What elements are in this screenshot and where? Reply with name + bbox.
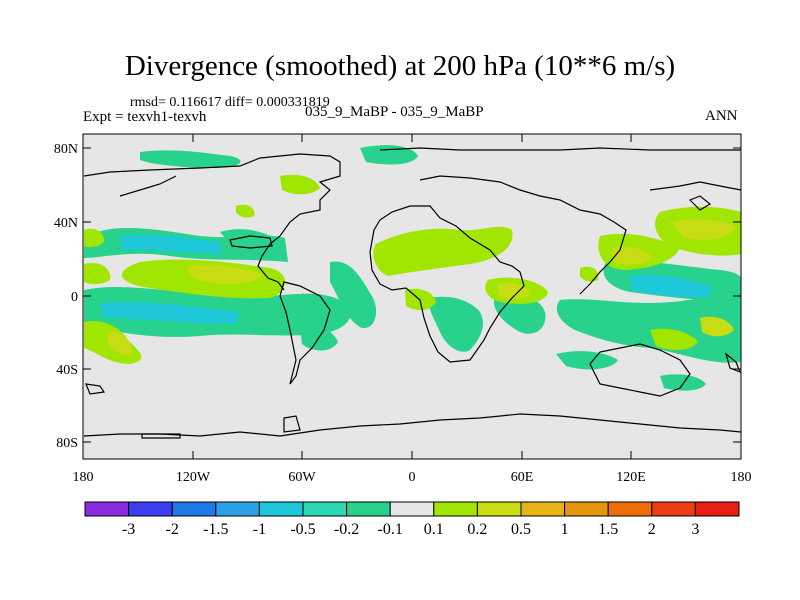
colorbar-label: -0.5 — [290, 521, 315, 538]
lon-label: 180 — [73, 470, 94, 485]
contour-region — [630, 274, 712, 298]
contour-region — [236, 204, 255, 218]
coastline — [83, 153, 341, 291]
lon-label: 120E — [616, 470, 646, 485]
coastline — [379, 147, 741, 151]
coastline — [419, 175, 627, 295]
contour-region — [84, 228, 105, 248]
colorbar — [84, 501, 740, 517]
colorbar-label: -0.2 — [334, 521, 359, 538]
colorbar-label: -1 — [253, 521, 266, 538]
season-label: ANN — [705, 108, 738, 124]
colorbar-label: 0.1 — [424, 521, 444, 538]
lon-label: 60E — [511, 470, 534, 485]
axis-ticks — [83, 134, 741, 459]
colorbar-swatch — [651, 501, 696, 517]
contour-region — [498, 282, 530, 299]
contour-region — [672, 219, 736, 240]
lon-label: 60W — [288, 470, 316, 485]
coastline — [369, 205, 525, 363]
coastline — [649, 181, 741, 191]
coastline — [279, 281, 331, 385]
colorbar-swatch — [564, 501, 609, 517]
colorbar-label: 3 — [691, 521, 699, 538]
contour-region — [140, 150, 241, 168]
contour-region — [650, 328, 698, 351]
colorbar-swatch — [302, 501, 348, 517]
colorbar-label: 0.5 — [511, 521, 531, 538]
contour-region — [120, 234, 222, 254]
contour-region — [700, 316, 734, 337]
lon-label: 0 — [409, 470, 416, 485]
colorbar-labels: -3 -2 -1.5 -1 -0.5 -0.2 -0.1 0.1 0.2 0.5 1 1.5 2 3 — [122, 521, 699, 538]
coastline — [83, 413, 741, 437]
colorbar-label: -0.1 — [378, 521, 403, 538]
contour-region — [360, 145, 418, 165]
colorbar-label: -2 — [166, 521, 179, 538]
lon-axis-labels: 180 120W 60W 0 60E 120E 180 — [73, 470, 752, 485]
stats-label: rmsd= 0.116617 diff= 0.000331819 — [130, 95, 330, 110]
colorbar-label: 1.5 — [598, 521, 618, 538]
colorbar-swatch — [694, 501, 740, 517]
contour-region — [84, 262, 111, 284]
colorbar-swatch — [346, 501, 391, 517]
colorbar-swatch — [84, 501, 130, 517]
contour-region — [330, 261, 377, 329]
contour-region — [612, 246, 652, 265]
contour-region — [556, 351, 618, 370]
colorbar-label: -1.5 — [203, 521, 228, 538]
contour-region — [108, 331, 133, 356]
contour-region — [556, 296, 741, 363]
case-label: 035_9_MaBP - 035_9_MaBP — [305, 104, 484, 120]
colorbar-swatch — [389, 501, 435, 517]
contour-region — [373, 226, 513, 276]
lat-label: 40S — [56, 363, 78, 378]
colorbar-swatch — [476, 501, 522, 517]
colorbar-swatch — [607, 501, 653, 517]
coastline — [85, 383, 106, 395]
contour-region — [580, 266, 599, 282]
coastline — [141, 433, 181, 439]
colorbar-label: 2 — [648, 521, 656, 538]
lon-label: 120W — [176, 470, 211, 485]
lat-label: 80S — [56, 436, 78, 451]
coastline — [119, 175, 177, 197]
coastline — [589, 343, 691, 397]
lon-label: 180 — [731, 470, 752, 485]
lat-axis-labels: 80N 40N 0 40S 80S — [54, 142, 78, 451]
contour-region — [187, 264, 262, 284]
contour-region — [280, 174, 320, 195]
colorbar-label: 1 — [561, 521, 569, 538]
colorbar-label: -3 — [122, 521, 135, 538]
contour-region — [220, 229, 278, 250]
colorbar-swatch — [258, 501, 304, 517]
coastline — [688, 195, 712, 211]
lat-label: 40N — [54, 216, 78, 231]
contour-region — [428, 296, 483, 352]
colorbar-swatch — [520, 501, 566, 517]
colorbar-swatch — [433, 501, 478, 517]
lat-label: 0 — [71, 290, 78, 305]
contour-fields — [84, 145, 741, 391]
colorbar-swatch — [128, 501, 173, 517]
colorbar-label: 0.2 — [467, 521, 487, 538]
contour-region — [100, 302, 240, 324]
lat-label: 80N — [54, 142, 78, 157]
contour-region — [660, 374, 706, 391]
experiment-label: Expt = texvh1-texvh — [83, 109, 207, 125]
colorbar-swatch — [171, 501, 217, 517]
colorbar-swatch — [215, 501, 260, 517]
coastline — [724, 352, 741, 374]
coastline — [283, 415, 301, 433]
coastline — [229, 235, 273, 249]
coastlines — [83, 147, 741, 439]
plot-title: Divergence (smoothed) at 200 hPa (10**6 … — [124, 50, 676, 82]
